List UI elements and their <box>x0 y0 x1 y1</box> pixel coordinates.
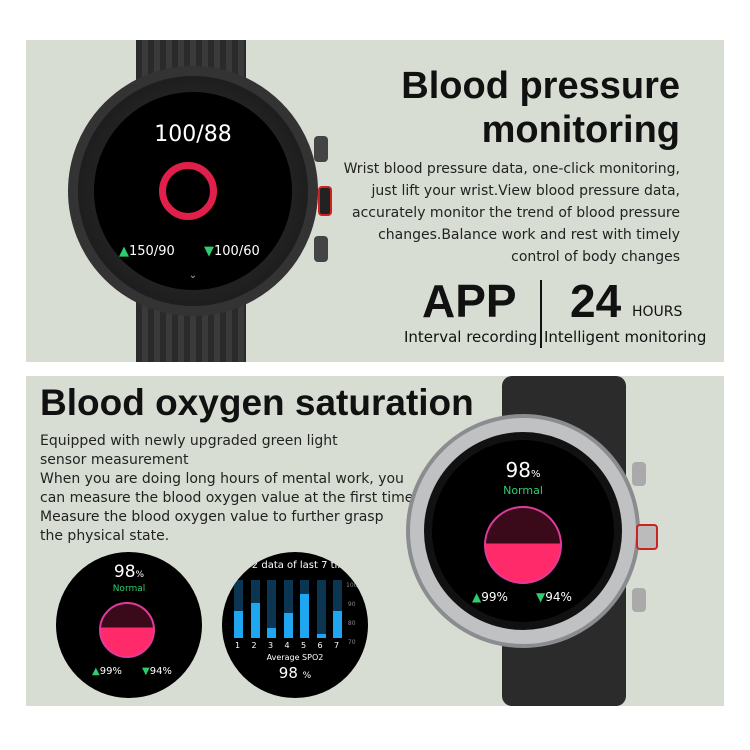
bar-2 <box>250 603 260 638</box>
watch-screen: 98% Normal ▲99% ▼94% <box>432 440 614 622</box>
bar-7 <box>333 610 342 638</box>
x-tick: 3 <box>268 641 274 650</box>
y-tick: 70 <box>347 639 356 646</box>
app-label: APP <box>422 275 517 327</box>
bp-title: Blood pressure monitoring <box>401 65 680 151</box>
bp-low: ▼100/60 <box>204 244 260 259</box>
watch-button <box>314 136 328 162</box>
y-axis: 100 90 80 70 <box>346 576 357 652</box>
x-tick: 5 <box>301 641 307 650</box>
bar-track <box>316 580 326 638</box>
y-tick: 80 <box>347 620 356 627</box>
watch-button <box>314 236 328 262</box>
bar-1 <box>234 610 243 638</box>
hours-caption: Intelligent monitoring <box>544 328 707 346</box>
chevron-down-icon: ⌄ <box>188 270 198 281</box>
hours-number: 24 <box>570 275 622 327</box>
spo2-value: 98 <box>505 458 531 482</box>
hours-unit: HOURS <box>632 304 683 320</box>
spo2-status: Normal <box>503 484 543 497</box>
black-watch: 100/88 ▲150/90 ▼100/60 ⌄ <box>68 66 332 316</box>
spo2-high: 99% <box>99 666 122 677</box>
spo2-low: 94% <box>545 590 572 604</box>
blood-oxygen-panel: Blood oxygen saturation Equipped with ne… <box>26 376 724 706</box>
spo2-value: 98 <box>113 562 136 582</box>
bar-track <box>300 580 309 638</box>
bar-track <box>234 580 243 638</box>
bar-6 <box>316 634 326 638</box>
bar-track <box>283 580 293 638</box>
bp-reading: 100/88 <box>154 122 232 147</box>
bp-high: ▲150/90 <box>119 244 175 259</box>
divider <box>540 280 542 348</box>
watch-button <box>632 588 646 612</box>
chart-title: SPO2 data of last 7 times <box>231 560 359 571</box>
y-tick: 90 <box>347 601 356 608</box>
y-tick: 100 <box>346 582 358 589</box>
bar-track <box>267 580 276 638</box>
bar-3 <box>267 628 276 638</box>
x-tick: 1 <box>235 641 241 650</box>
watch-screen: 100/88 ▲150/90 ▼100/60 ⌄ <box>94 92 292 290</box>
blood-oxygen-icon <box>484 506 562 584</box>
silver-watch: 98% Normal ▲99% ▼94% <box>410 418 658 644</box>
blood-pressure-icon <box>159 162 217 220</box>
x-tick: 4 <box>284 641 290 650</box>
watch-crown <box>318 186 332 216</box>
spo2-unit: % <box>135 570 145 580</box>
spo2-low: 94% <box>149 666 172 677</box>
bar-5 <box>300 593 309 638</box>
spo2-history-screen: SPO2 data of last 7 times 100 90 80 70 1 2 3 4… <box>222 552 368 698</box>
average-label: Average SPO2 <box>266 653 324 662</box>
average-value: 98 <box>278 664 298 682</box>
app-caption: Interval recording <box>404 328 538 346</box>
spo2-status: Normal <box>112 584 146 594</box>
blood-pressure-panel: 100/88 ▲150/90 ▼100/60 ⌄ Blood pressure m… <box>26 40 724 362</box>
spo2-title: Blood oxygen saturation <box>40 382 474 423</box>
watch-button <box>632 462 646 486</box>
spo2-screen: 98% Normal ▲99% ▼94% <box>56 552 202 698</box>
spo2-bar-chart <box>234 580 344 638</box>
spo2-high: 99% <box>481 590 508 604</box>
bar-track <box>333 580 342 638</box>
x-axis: 1 2 3 4 5 6 7 <box>234 641 344 651</box>
average-unit: % <box>302 671 312 681</box>
x-tick: 2 <box>251 641 257 650</box>
x-tick: 7 <box>334 641 340 650</box>
bar-4 <box>283 612 293 638</box>
bar-track <box>250 580 260 638</box>
blood-oxygen-icon <box>99 602 155 658</box>
spo2-unit: % <box>530 469 541 480</box>
bp-description: Wrist blood pressure data, one-click mon… <box>343 161 680 265</box>
spo2-description: Equipped with newly upgraded green light… <box>40 433 418 544</box>
x-tick: 6 <box>317 641 323 650</box>
watch-crown <box>636 524 658 550</box>
